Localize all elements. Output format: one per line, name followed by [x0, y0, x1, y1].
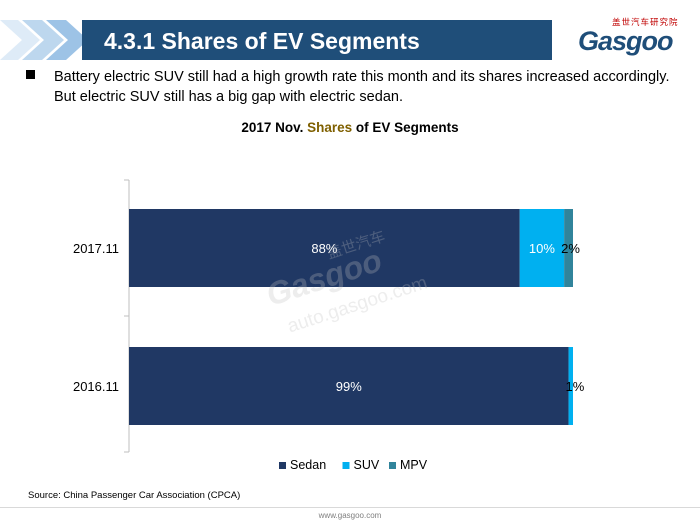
data-label: 99%: [336, 379, 362, 394]
chevron-decoration: [0, 20, 88, 60]
page-title: 4.3.1 Shares of EV Segments: [104, 28, 420, 54]
data-label: 1%: [566, 379, 585, 394]
bar-segment-sedan: [129, 347, 569, 425]
legend-swatch-sedan: [279, 462, 286, 469]
legend-swatch-mpv: [389, 462, 396, 469]
title-bar: [82, 20, 552, 60]
category-label: 2017.11: [73, 241, 119, 256]
bar-segment-sedan: [129, 209, 520, 287]
slide-header: 4.3.1 Shares of EV Segments 盖世汽车研究院 Gasg…: [0, 0, 700, 62]
square-bullet-icon: [26, 70, 35, 79]
bar-segment-mpv: [564, 209, 573, 287]
chart-title-part1: 2017 Nov.: [241, 120, 308, 135]
source-note: Source: China Passenger Car Association …: [28, 490, 241, 501]
data-label: 88%: [311, 241, 337, 256]
legend-label-suv: SUV: [354, 458, 380, 472]
chart-title-accent: Shares: [307, 120, 353, 135]
chart-title-part3: of EV Segments: [352, 120, 459, 135]
footer-divider: [0, 507, 700, 508]
logo-cn-text: 盖世汽车研究院: [612, 17, 679, 27]
chart-title: 2017 Nov. Shares of EV Segments: [0, 120, 700, 135]
logo-wordmark: Gasgoo: [578, 26, 674, 56]
legend-label-mpv: MPV: [400, 458, 428, 472]
legend-swatch-suv: [342, 462, 350, 469]
bar-segment-suv: [519, 209, 565, 287]
footer-url: www.gasgoo.com: [318, 511, 382, 520]
data-label: 2%: [561, 241, 580, 256]
legend-label-sedan: Sedan: [290, 458, 326, 472]
gasgoo-logo: 盖世汽车研究院 Gasgoo: [578, 16, 693, 60]
data-label: 10%: [529, 241, 555, 256]
bar-segment-suv: [568, 347, 573, 425]
category-label: 2016.11: [73, 379, 119, 394]
bullet-text: Battery electric SUV still had a high gr…: [54, 69, 670, 105]
